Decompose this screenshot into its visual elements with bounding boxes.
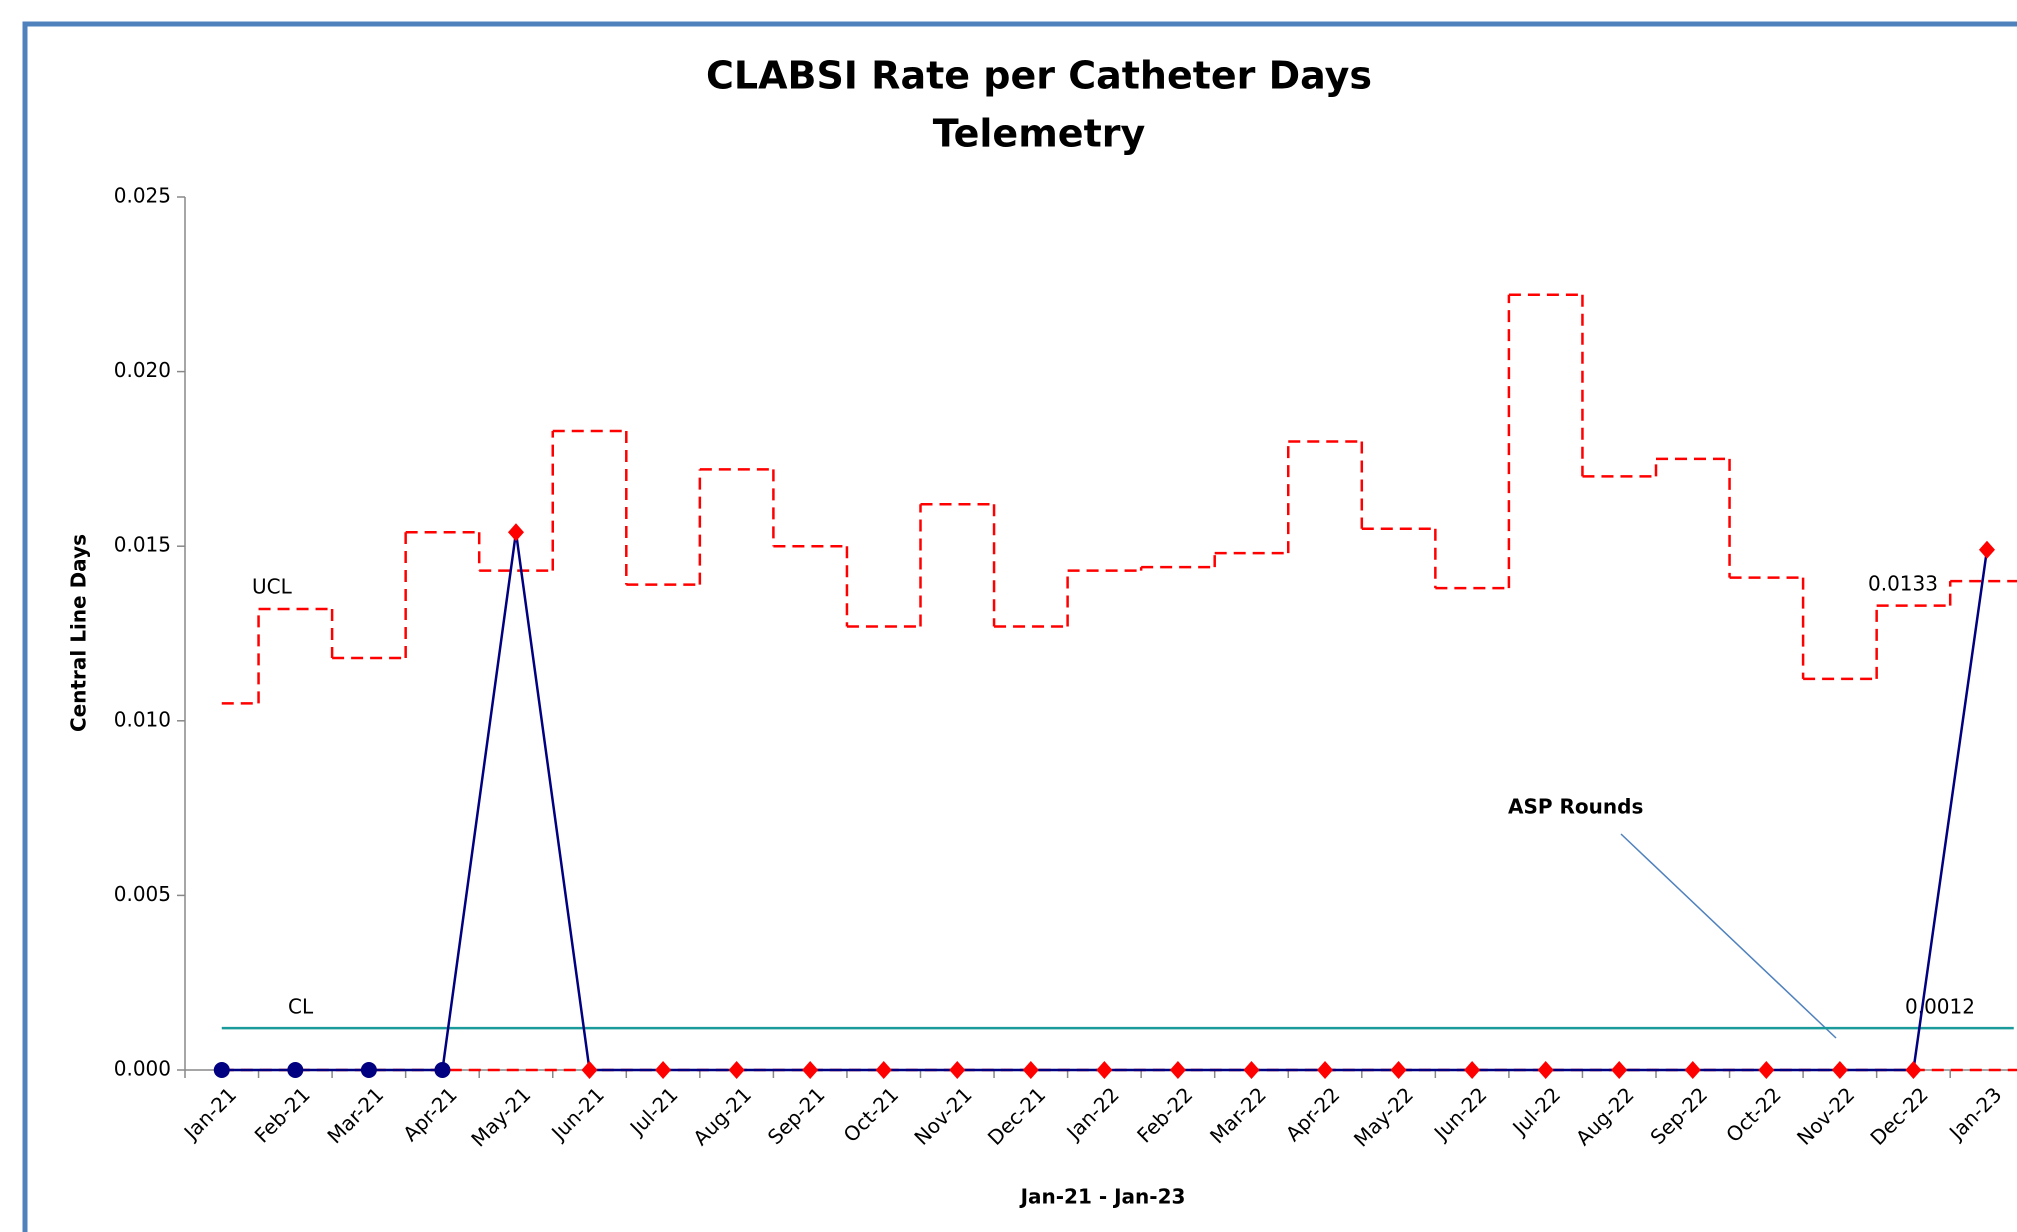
data-point [1096,1061,1113,1079]
annotation-arrow [1620,833,1837,1039]
x-tick-label: May-22 [1349,1082,1418,1151]
x-tick-label: Apr-21 [398,1082,462,1146]
x-tick-label: Jul-22 [1507,1082,1566,1141]
x-tick-label: Apr-22 [1281,1082,1345,1146]
data-point [1317,1061,1334,1079]
annotation: ASP Rounds [1508,795,1643,819]
x-tick-label: Jul-21 [624,1082,683,1141]
x-tick-label: Nov-22 [1792,1082,1859,1149]
x-tick-label: Nov-21 [909,1082,976,1149]
x-tick-label: Jun-21 [545,1082,609,1146]
data-point [1684,1061,1701,1079]
x-tick-label: Oct-21 [839,1082,904,1147]
x-axis-label: Jan-21 - Jan-23 [1019,1185,1186,1209]
data-point [1464,1061,1481,1079]
y-axis-label: Central Line Days [67,534,91,732]
data-point [1022,1061,1039,1079]
annotation: 0.0133 [1868,572,1938,596]
data-point [581,1061,598,1079]
data-point [507,523,524,542]
data-point [802,1061,819,1079]
data-point [1390,1061,1407,1079]
y-tick-label: 0.015 [114,533,171,557]
data-point [1758,1061,1775,1079]
y-tick-label: 0.020 [114,358,171,382]
x-tick-label: Dec-22 [1865,1082,1932,1149]
data-point [1169,1061,1186,1079]
data-point [949,1061,966,1079]
annotation: 0.0012 [1905,995,1975,1019]
x-tick-label: Oct-22 [1721,1082,1786,1147]
data-point [1243,1061,1260,1079]
data-point [655,1061,672,1079]
data-point [1905,1061,1922,1079]
y-tick-label: 0.025 [114,184,171,208]
x-tick-label: Aug-21 [688,1082,756,1150]
data-point [434,1062,451,1078]
data-point [1611,1061,1628,1079]
data-point [287,1062,304,1078]
data-point [728,1061,745,1079]
data-point [213,1062,230,1078]
chart-subtitle: Telemetry [933,112,1146,156]
x-tick-label: Jan-22 [1061,1082,1124,1145]
x-tick-label: Feb-22 [1132,1082,1197,1147]
x-tick-label: Jun-22 [1428,1082,1492,1146]
x-tick-label: May-21 [466,1082,535,1151]
chart-title: CLABSI Rate per Catheter Days [706,54,1372,98]
y-tick-label: 0.010 [114,707,171,731]
data-point [1978,540,1995,559]
data-point [1537,1061,1554,1079]
x-tick-label: Jan-23 [1943,1082,2006,1145]
frame [22,21,2017,1232]
annotation: CL [288,995,314,1019]
data-line [221,532,1989,1072]
x-tick-label: Jan-21 [178,1082,241,1145]
y-tick-label: 0.005 [114,882,171,906]
x-tick-label: Mar-21 [322,1082,388,1148]
x-tick-label: Mar-22 [1205,1082,1271,1148]
x-tick-label: Dec-21 [983,1082,1050,1149]
x-tick-label: Aug-22 [1571,1082,1639,1150]
x-tick-label: Feb-21 [250,1082,315,1147]
data-point [360,1062,377,1078]
x-tick-label: Sep-22 [1645,1082,1712,1149]
y-tick-label: 0.000 [114,1057,171,1081]
annotation: UCL [252,575,293,599]
data-point [875,1061,892,1079]
x-tick-label: Sep-21 [763,1082,830,1149]
data-point [1831,1061,1848,1079]
